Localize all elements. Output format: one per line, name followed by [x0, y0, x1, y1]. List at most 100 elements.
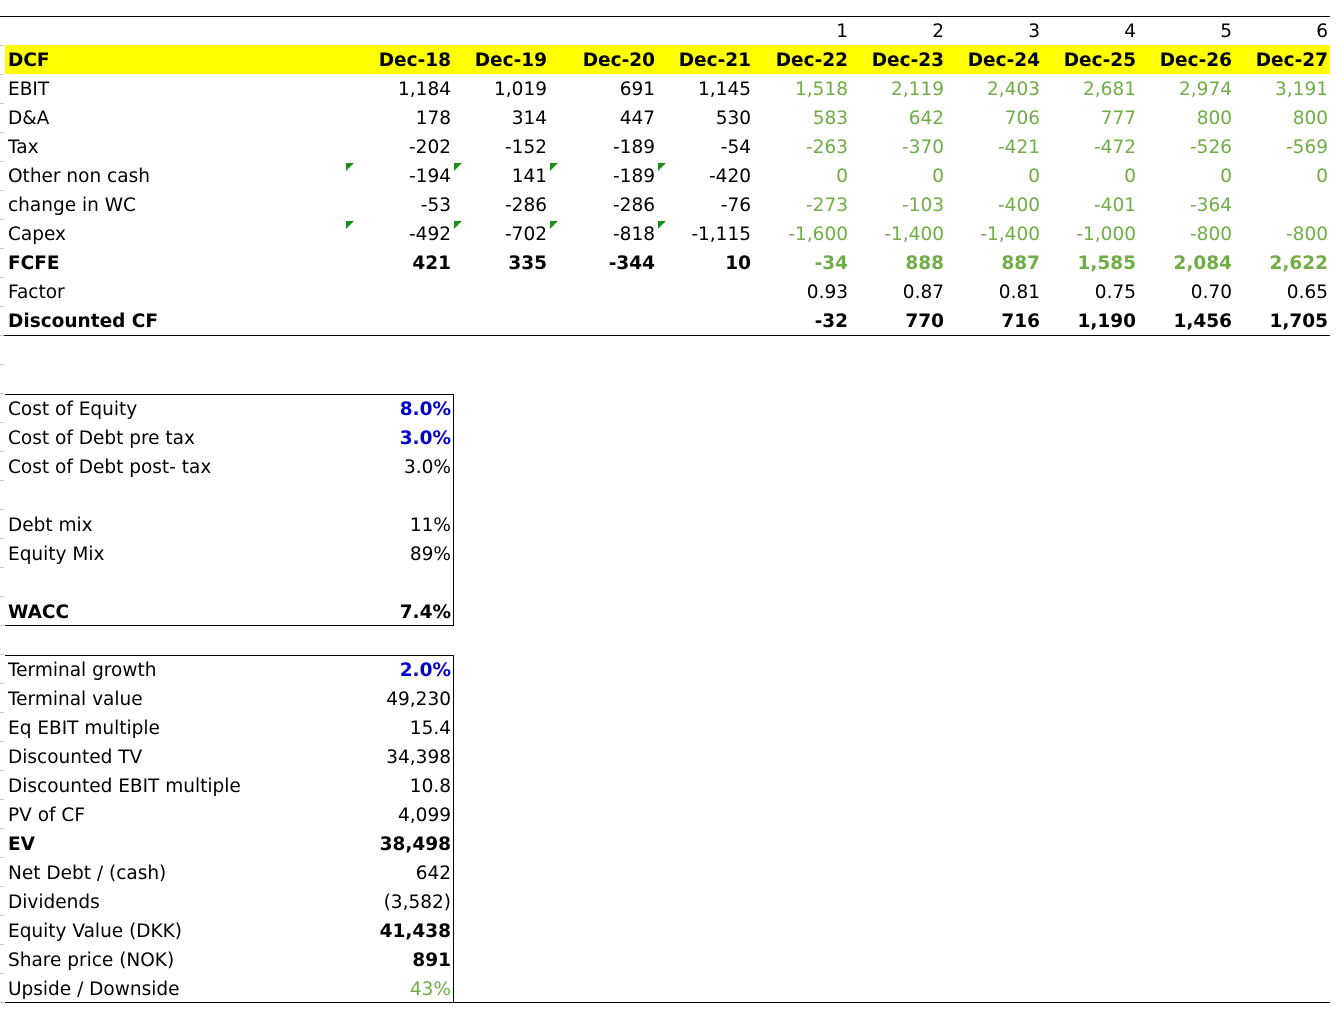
table-cell[interactable]: 0.81: [998, 282, 1040, 303]
table-cell[interactable]: 421: [412, 253, 451, 274]
period-number[interactable]: 4: [1124, 21, 1136, 42]
table-cell[interactable]: 10: [725, 253, 751, 274]
table-cell[interactable]: 0.70: [1190, 282, 1232, 303]
table-cell[interactable]: 1,585: [1077, 253, 1136, 274]
wacc-value[interactable]: 89%: [409, 544, 451, 565]
table-cell[interactable]: 706: [1004, 108, 1040, 129]
table-cell[interactable]: 335: [508, 253, 547, 274]
row-label[interactable]: Discounted CF: [8, 311, 159, 332]
valuation-label[interactable]: Eq EBIT multiple: [8, 718, 160, 739]
table-cell[interactable]: 0: [836, 166, 848, 187]
table-cell[interactable]: -103: [902, 195, 944, 216]
wacc-value[interactable]: 3.0%: [399, 428, 451, 449]
row-label[interactable]: D&A: [8, 108, 50, 129]
period-header[interactable]: Dec-24: [967, 50, 1040, 71]
table-cell[interactable]: [453, 307, 547, 336]
table-cell[interactable]: 1,190: [1077, 311, 1136, 332]
valuation-value[interactable]: 34,398: [386, 747, 451, 768]
table-cell[interactable]: 888: [905, 253, 944, 274]
table-cell[interactable]: -189: [613, 166, 655, 187]
table-cell[interactable]: 2,119: [891, 79, 944, 100]
period-number[interactable]: 3: [1028, 21, 1040, 42]
table-cell[interactable]: 1,184: [398, 79, 451, 100]
wacc-value[interactable]: 8.0%: [399, 399, 451, 420]
table-cell[interactable]: 2,403: [987, 79, 1040, 100]
valuation-value[interactable]: 15.4: [409, 718, 451, 739]
row-label[interactable]: change in WC: [8, 195, 136, 216]
period-number[interactable]: 1: [836, 21, 848, 42]
table-cell[interactable]: 314: [511, 108, 547, 129]
table-cell[interactable]: -702: [505, 224, 547, 245]
table-cell[interactable]: 583: [812, 108, 848, 129]
table-cell[interactable]: -1,000: [1076, 224, 1136, 245]
table-cell[interactable]: 0.75: [1094, 282, 1136, 303]
valuation-label[interactable]: PV of CF: [8, 805, 85, 826]
table-cell[interactable]: [453, 278, 547, 307]
valuation-label[interactable]: Terminal growth: [8, 660, 157, 681]
wacc-label[interactable]: WACC: [8, 602, 70, 623]
table-cell[interactable]: 0: [1220, 166, 1232, 187]
table-cell[interactable]: -53: [420, 195, 451, 216]
valuation-label[interactable]: Discounted TV: [8, 747, 143, 768]
period-header[interactable]: Dec-21: [678, 50, 751, 71]
table-cell[interactable]: 3,191: [1275, 79, 1328, 100]
table-cell[interactable]: 716: [1001, 311, 1040, 332]
table-cell[interactable]: 0.87: [902, 282, 944, 303]
table-cell[interactable]: 1,518: [795, 79, 848, 100]
period-number[interactable]: 5: [1220, 21, 1232, 42]
wacc-label[interactable]: Equity Mix: [8, 544, 105, 565]
wacc-label[interactable]: Cost of Equity: [8, 399, 138, 420]
period-header[interactable]: Dec-23: [871, 50, 944, 71]
valuation-label[interactable]: Terminal value: [8, 689, 143, 710]
table-cell[interactable]: -569: [1286, 137, 1328, 158]
wacc-value[interactable]: 7.4%: [399, 602, 451, 623]
table-cell[interactable]: 1,456: [1173, 311, 1232, 332]
valuation-value[interactable]: 43%: [409, 979, 451, 1000]
table-cell[interactable]: -273: [806, 195, 848, 216]
table-cell[interactable]: -54: [720, 137, 751, 158]
table-cell[interactable]: 0: [1316, 166, 1328, 187]
wacc-value[interactable]: 11%: [409, 515, 451, 536]
table-cell[interactable]: 691: [619, 79, 655, 100]
table-cell[interactable]: -263: [806, 137, 848, 158]
table-cell[interactable]: 0.93: [806, 282, 848, 303]
valuation-value[interactable]: 642: [415, 863, 451, 884]
period-number[interactable]: 2: [932, 21, 944, 42]
table-cell[interactable]: 770: [905, 311, 944, 332]
valuation-label[interactable]: Share price (NOK): [8, 950, 175, 971]
wacc-value[interactable]: 3.0%: [404, 457, 451, 478]
table-cell[interactable]: -526: [1190, 137, 1232, 158]
table-cell[interactable]: 0: [1028, 166, 1040, 187]
table-cell[interactable]: [657, 307, 751, 336]
table-cell[interactable]: -152: [505, 137, 547, 158]
valuation-label[interactable]: Upside / Downside: [8, 979, 180, 1000]
table-cell[interactable]: 2,622: [1269, 253, 1328, 274]
table-cell[interactable]: -364: [1190, 195, 1232, 216]
table-cell[interactable]: 0: [1124, 166, 1136, 187]
table-cell[interactable]: 800: [1292, 108, 1328, 129]
table-cell[interactable]: [357, 307, 451, 336]
period-header[interactable]: Dec-22: [775, 50, 848, 71]
table-cell[interactable]: 2,084: [1173, 253, 1232, 274]
table-cell[interactable]: -1,115: [691, 224, 751, 245]
table-cell[interactable]: -189: [613, 137, 655, 158]
table-cell[interactable]: -76: [720, 195, 751, 216]
table-cell[interactable]: 178: [415, 108, 451, 129]
table-cell[interactable]: 1,705: [1269, 311, 1328, 332]
valuation-value[interactable]: 38,498: [379, 834, 451, 855]
table-cell[interactable]: -400: [998, 195, 1040, 216]
table-cell[interactable]: -286: [613, 195, 655, 216]
table-cell[interactable]: 1,019: [494, 79, 547, 100]
row-label[interactable]: Tax: [8, 137, 39, 158]
valuation-value[interactable]: 41,438: [379, 921, 451, 942]
period-header[interactable]: Dec-27: [1255, 50, 1328, 71]
valuation-value[interactable]: 2.0%: [399, 660, 451, 681]
row-label[interactable]: Factor: [8, 282, 65, 303]
row-label[interactable]: Other non cash: [8, 166, 150, 187]
valuation-label[interactable]: EV: [8, 834, 35, 855]
table-cell[interactable]: -800: [1286, 224, 1328, 245]
table-cell[interactable]: [657, 278, 751, 307]
period-header[interactable]: Dec-18: [378, 50, 451, 71]
valuation-value[interactable]: 891: [412, 950, 451, 971]
valuation-label[interactable]: Dividends: [8, 892, 100, 913]
